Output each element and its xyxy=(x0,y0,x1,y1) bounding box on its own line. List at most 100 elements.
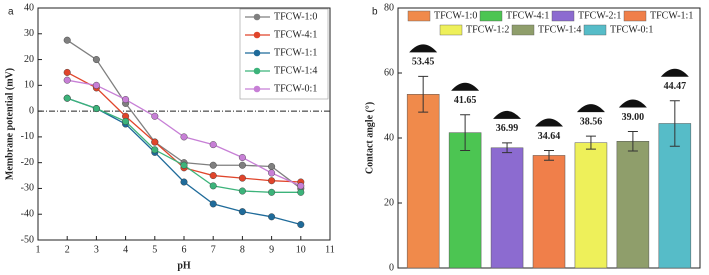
panel-label: a xyxy=(8,7,14,18)
droplet xyxy=(535,118,563,127)
point xyxy=(92,81,100,89)
legend-swatch xyxy=(623,10,647,22)
point xyxy=(268,213,276,221)
y-tick-label: 80 xyxy=(384,2,394,13)
point xyxy=(209,200,217,208)
y-tick-label: -20 xyxy=(21,157,34,168)
point xyxy=(63,68,71,76)
value-label: 36.99 xyxy=(496,123,519,134)
droplet xyxy=(409,44,438,53)
point xyxy=(209,172,217,180)
point xyxy=(151,112,159,120)
error-bar xyxy=(585,135,596,150)
legend-marker xyxy=(253,67,261,75)
value-label: 44.47 xyxy=(664,81,687,92)
legend-label: TFCW-1:4 xyxy=(274,65,317,76)
point xyxy=(209,161,217,169)
bar xyxy=(406,94,440,269)
legend-label: TFCW-1:1 xyxy=(650,10,693,21)
x-tick-label: 5 xyxy=(152,244,157,255)
y-tick-label: -10 xyxy=(21,131,34,142)
y-tick-label: 40 xyxy=(384,132,394,143)
point xyxy=(238,187,246,195)
x-tick-label: 3 xyxy=(94,244,99,255)
y-tick-label: 60 xyxy=(384,67,394,78)
value-label: 39.00 xyxy=(622,112,645,123)
point xyxy=(151,146,159,154)
point xyxy=(63,94,71,102)
legend-swatch xyxy=(439,24,463,36)
y-tick-label: -30 xyxy=(21,183,34,194)
legend-label: TFCW-4:1 xyxy=(506,10,549,21)
legend-swatch xyxy=(479,10,503,22)
value-label: 41.65 xyxy=(454,95,477,106)
point xyxy=(122,117,130,125)
error-bar xyxy=(669,100,680,147)
x-tick-label: 10 xyxy=(296,244,306,255)
x-tick-label: 11 xyxy=(325,244,335,255)
y-tick-label: 20 xyxy=(24,54,34,65)
droplet xyxy=(618,99,647,108)
value-label: 53.45 xyxy=(412,57,435,68)
point xyxy=(180,178,188,186)
point xyxy=(180,133,188,141)
error-bar xyxy=(544,150,554,161)
point xyxy=(268,177,276,185)
point xyxy=(238,208,246,216)
bar xyxy=(574,142,608,269)
legend-label: TFCW-1:2 xyxy=(466,24,509,35)
bar xyxy=(616,141,650,269)
legend-marker xyxy=(253,31,261,39)
point xyxy=(151,138,159,146)
point xyxy=(297,188,305,196)
y-tick-label: 10 xyxy=(24,80,34,91)
legend-frame xyxy=(239,8,329,100)
y-tick-label: 0 xyxy=(29,105,34,116)
legend-label: TFCW-4:1 xyxy=(274,29,317,40)
x-axis-label: pH xyxy=(177,260,191,271)
legend-marker xyxy=(253,49,261,57)
point xyxy=(268,163,276,171)
point xyxy=(297,182,305,190)
x-tick-label: 4 xyxy=(123,244,128,255)
droplet xyxy=(576,104,605,113)
legend-swatch xyxy=(407,10,431,22)
point xyxy=(268,188,276,196)
point xyxy=(238,161,246,169)
error-bar xyxy=(418,75,429,113)
x-tick-label: 1 xyxy=(36,244,41,255)
y-tick-label: 40 xyxy=(24,2,34,13)
error-bar xyxy=(460,114,471,152)
point xyxy=(180,161,188,169)
value-label: 38.56 xyxy=(580,116,603,127)
error-bar xyxy=(502,142,513,154)
point xyxy=(122,96,130,104)
legend-label: TFCW-2:1 xyxy=(578,10,621,21)
legend-label: TFCW-1:4 xyxy=(538,24,581,35)
bar xyxy=(658,123,692,269)
point xyxy=(297,221,305,229)
bar xyxy=(448,132,482,269)
legend-marker xyxy=(253,13,261,21)
x-tick-label: 9 xyxy=(269,244,274,255)
bar xyxy=(490,147,524,269)
y-tick-label: -40 xyxy=(21,209,34,220)
y-tick-label: 0 xyxy=(389,262,394,273)
point xyxy=(238,154,246,162)
error-bar xyxy=(627,131,638,152)
point xyxy=(63,36,71,44)
legend-label: TFCW-1:0 xyxy=(434,10,477,21)
droplet xyxy=(660,68,689,77)
droplet xyxy=(451,82,480,91)
y-axis-label: Membrane potential (mV) xyxy=(4,68,15,180)
point xyxy=(92,105,100,113)
value-label: 34.64 xyxy=(538,131,561,142)
legend-marker xyxy=(253,85,261,93)
y-axis-label: Contact angle (°) xyxy=(364,102,375,174)
point xyxy=(209,182,217,190)
point xyxy=(209,141,217,149)
point xyxy=(63,76,71,84)
y-tick-label: -50 xyxy=(21,234,34,245)
y-tick-label: 30 xyxy=(24,28,34,39)
